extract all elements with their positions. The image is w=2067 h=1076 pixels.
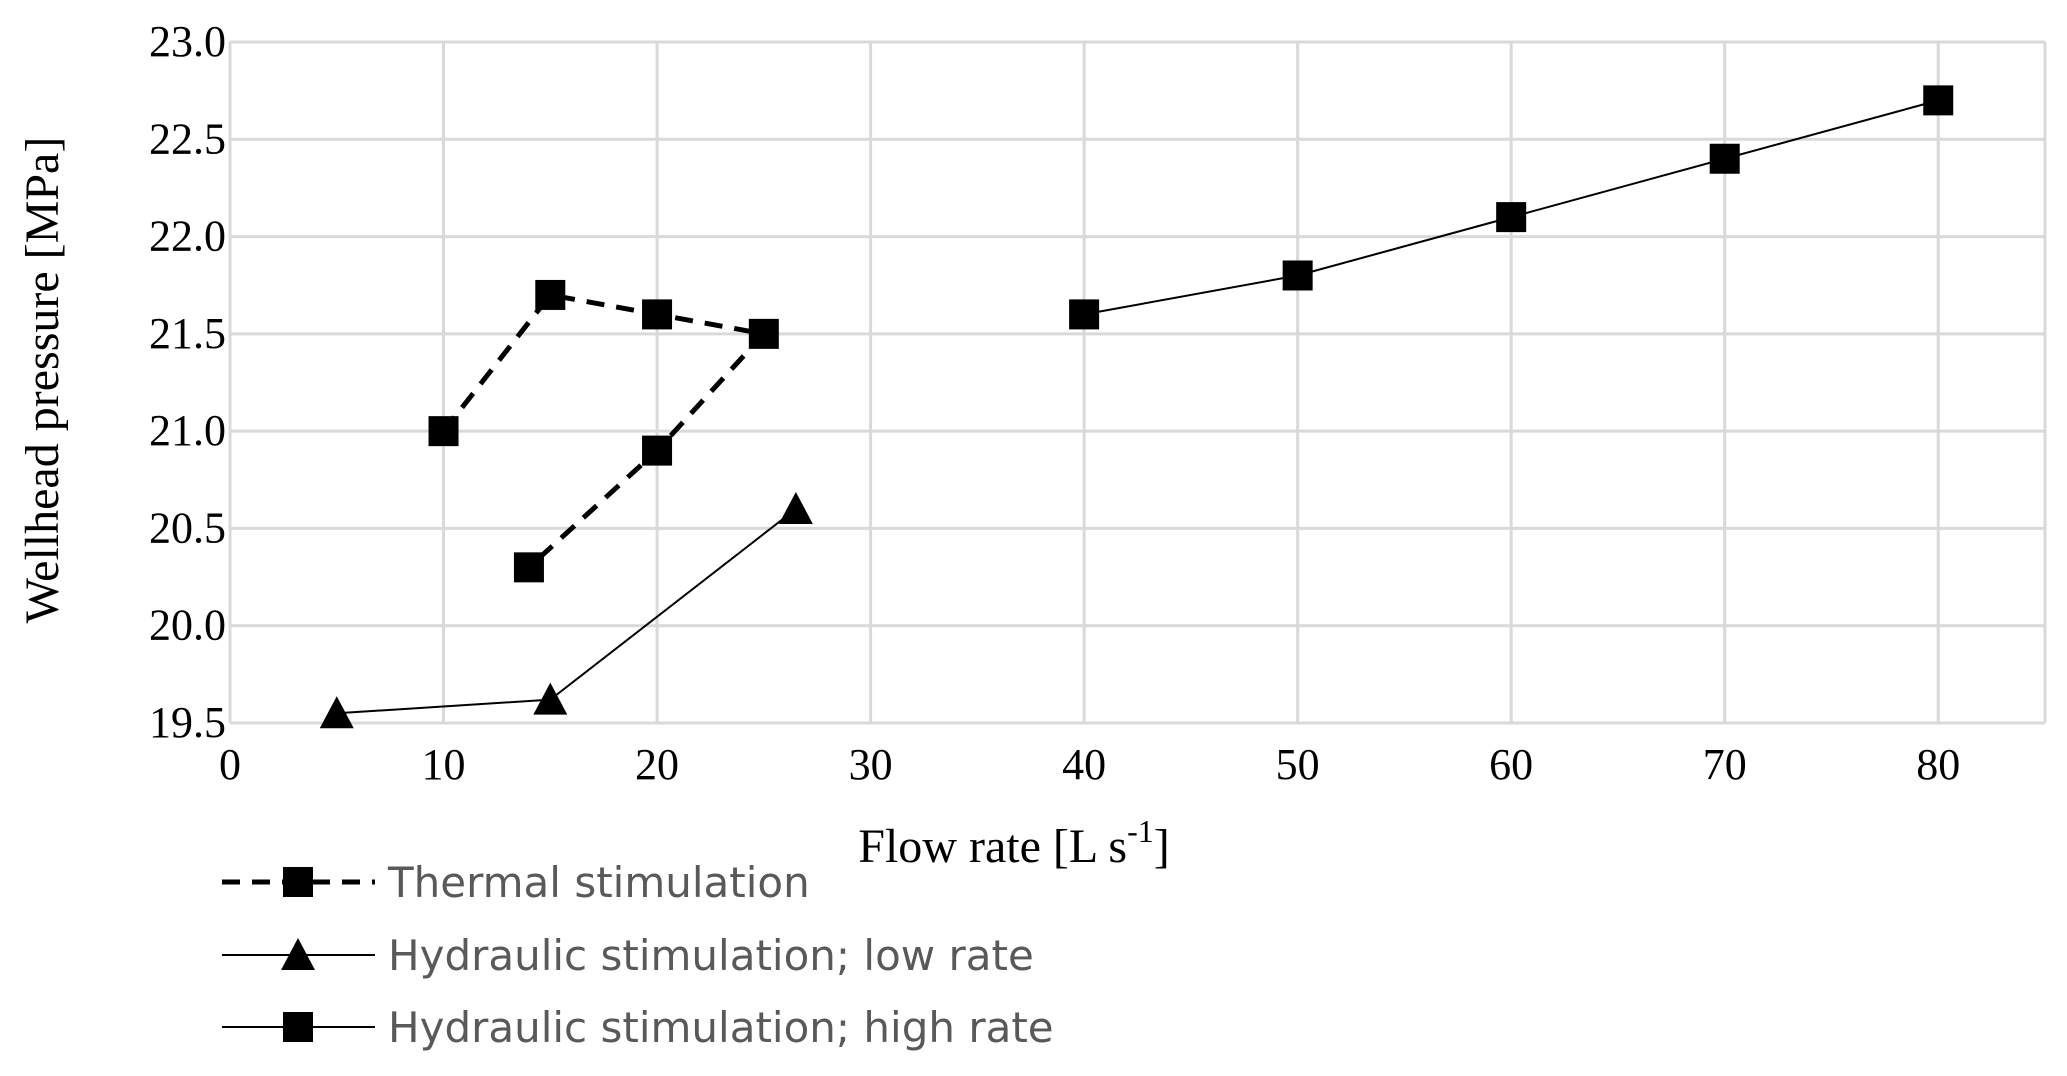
y-tick-label: 21.0 bbox=[149, 406, 226, 455]
y-tick-label: 20.5 bbox=[149, 503, 226, 552]
series-line-1 bbox=[441, 292, 769, 570]
x-axis-title-main: Flow rate [L s bbox=[858, 820, 1127, 873]
data-point-series-1 bbox=[428, 416, 459, 447]
data-point-series-1 bbox=[748, 318, 779, 349]
data-point-series-3 bbox=[1496, 202, 1527, 233]
x-tick-labels: 0 10 20 30 40 50 60 70 80 bbox=[219, 740, 1960, 789]
data-point-series-3 bbox=[1923, 85, 1954, 116]
legend-square-marker bbox=[283, 867, 313, 897]
x-axis-title-superscript: -1 bbox=[1127, 813, 1154, 849]
legend-item: Hydraulic stimulation; high rate bbox=[222, 1003, 1054, 1052]
x-tick-label: 70 bbox=[1703, 740, 1747, 789]
data-point-series-1 bbox=[642, 299, 673, 330]
data-point-series-2 bbox=[533, 682, 568, 715]
legend-square-marker bbox=[283, 1012, 313, 1042]
data-point-series-2 bbox=[778, 491, 813, 524]
legend: Thermal stimulation Hydraulic stimulation… bbox=[222, 858, 1054, 1052]
y-tick-labels: 19.5 20.0 20.5 21.0 21.5 22.0 22.5 23.0 bbox=[149, 17, 226, 747]
x-tick-label: 80 bbox=[1916, 740, 1960, 789]
y-tick-label: 23.0 bbox=[149, 17, 226, 66]
x-tick-label: 50 bbox=[1276, 740, 1320, 789]
series-line-2 bbox=[336, 508, 797, 715]
x-tick-label: 60 bbox=[1489, 740, 1533, 789]
series-markers bbox=[319, 85, 1954, 729]
legend-label: Hydraulic stimulation; low rate bbox=[388, 931, 1034, 980]
x-tick-label: 0 bbox=[219, 740, 241, 789]
x-axis-title-end: ] bbox=[1154, 820, 1170, 873]
legend-item: Hydraulic stimulation; low rate bbox=[222, 931, 1034, 980]
y-tick-label: 20.0 bbox=[149, 601, 226, 650]
legend-label: Hydraulic stimulation; high rate bbox=[388, 1003, 1054, 1052]
data-point-series-3 bbox=[1069, 299, 1100, 330]
grid bbox=[228, 40, 2047, 725]
y-tick-label: 22.5 bbox=[149, 114, 226, 163]
legend-item: Thermal stimulation bbox=[222, 858, 810, 907]
x-tick-label: 20 bbox=[635, 740, 679, 789]
data-point-series-1 bbox=[535, 279, 566, 310]
x-tick-label: 10 bbox=[422, 740, 466, 789]
legend-triangle-marker bbox=[281, 938, 315, 970]
y-tick-label: 21.5 bbox=[149, 309, 226, 358]
data-point-series-1 bbox=[513, 552, 544, 583]
y-axis-title: Wellhead pressure [MPa] bbox=[16, 137, 69, 624]
data-point-series-2 bbox=[319, 696, 354, 729]
y-tick-label: 19.5 bbox=[149, 698, 226, 747]
data-point-series-1 bbox=[642, 435, 673, 466]
data-point-series-3 bbox=[1282, 260, 1313, 291]
series-lines bbox=[336, 99, 1939, 715]
x-axis-title: Flow rate [L s-1] bbox=[858, 813, 1169, 873]
y-tick-label: 22.0 bbox=[149, 212, 226, 261]
legend-label: Thermal stimulation bbox=[387, 858, 810, 907]
data-point-series-3 bbox=[1709, 143, 1740, 174]
x-tick-label: 40 bbox=[1062, 740, 1106, 789]
x-tick-label: 30 bbox=[849, 740, 893, 789]
